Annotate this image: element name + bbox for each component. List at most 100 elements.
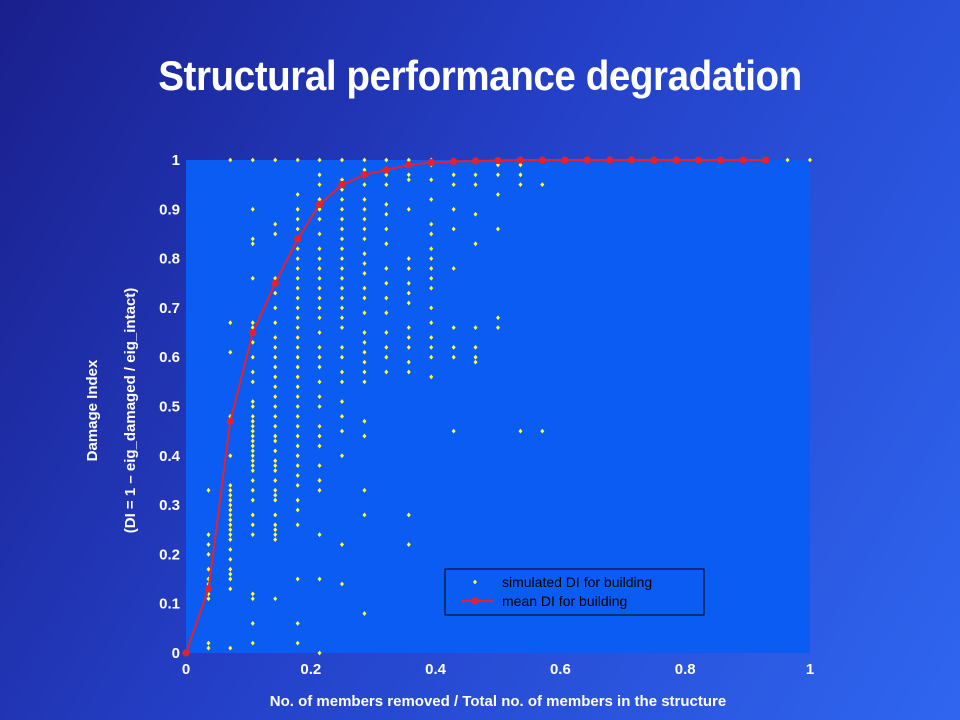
scatter-point — [295, 404, 300, 409]
y-axis-label-line1: Damage Index — [84, 359, 101, 461]
scatter-point — [295, 275, 300, 281]
mean-di-marker — [382, 166, 390, 174]
scatter-point — [406, 280, 411, 286]
scatter-point — [473, 182, 478, 188]
scatter-point — [250, 621, 255, 626]
scatter-point — [228, 349, 233, 355]
scatter-point — [273, 344, 278, 350]
scatter-point — [317, 423, 322, 429]
mean-di-marker — [650, 156, 658, 164]
scatter-point — [206, 596, 211, 602]
scatter-point — [295, 453, 300, 459]
scatter-point — [429, 335, 434, 340]
scatter-point — [406, 542, 411, 547]
mean-di-marker — [516, 156, 525, 164]
scatter-point — [317, 344, 322, 350]
scatter-point — [429, 221, 434, 227]
scatter-point — [317, 216, 322, 222]
scatter-point — [295, 266, 300, 271]
y-axis-label-line2: (DI = 1 – eig_damaged / eig_intact) — [122, 288, 139, 534]
scatter-point — [317, 206, 322, 212]
scatter-point — [273, 497, 278, 503]
scatter-point — [250, 423, 255, 429]
scatter-point — [295, 305, 300, 311]
scatter-point — [250, 497, 255, 503]
mean-di-marker — [338, 181, 346, 189]
scatter-point — [250, 369, 255, 375]
mean-di-marker — [494, 156, 502, 165]
scatter-point — [228, 537, 233, 543]
scatter-point — [295, 354, 300, 360]
scatter-point — [340, 197, 344, 202]
scatter-point — [250, 512, 255, 518]
scatter-point — [340, 369, 344, 375]
scatter-point — [451, 226, 456, 232]
scatter-point — [362, 226, 367, 232]
scatter-point — [406, 369, 411, 375]
scatter-point — [228, 571, 233, 577]
scatter-point — [406, 177, 411, 183]
scatter-point — [273, 423, 278, 429]
scatter-point — [384, 295, 389, 301]
scatter-point — [340, 177, 344, 183]
scatter-point — [273, 433, 278, 439]
scatter-point — [384, 280, 389, 286]
scatter-point — [496, 315, 500, 321]
scatter-point — [273, 290, 278, 296]
scatter-point — [406, 512, 411, 518]
scatter-point — [295, 216, 300, 222]
scatter-point — [228, 487, 233, 493]
scatter-point — [228, 502, 233, 508]
scatter-point — [340, 246, 344, 252]
scatter-point — [250, 418, 255, 424]
scatter-point — [340, 226, 344, 232]
scatter-point — [473, 241, 478, 247]
slide-title: Structural performance degradation — [158, 52, 802, 99]
scatter-point — [228, 482, 233, 488]
scatter-point — [340, 354, 344, 360]
scatter-point — [317, 172, 322, 178]
scatter-point — [429, 305, 434, 311]
scatter-point — [250, 478, 255, 483]
scatter-point — [429, 256, 434, 261]
scatter-point — [250, 340, 255, 345]
scatter-point — [228, 556, 233, 562]
scatter-point — [206, 542, 211, 547]
scatter-point — [295, 285, 300, 291]
scatter-point — [362, 487, 367, 493]
scatter-point — [228, 497, 233, 503]
mean-di-marker — [271, 279, 279, 287]
scatter-point — [273, 404, 278, 409]
scatter-point — [273, 231, 278, 237]
scatter-point — [228, 507, 233, 513]
scatter-point — [250, 453, 255, 459]
scatter-point — [451, 266, 456, 271]
scatter-point — [228, 532, 233, 538]
scatter-point — [273, 537, 278, 543]
scatter-point — [250, 320, 255, 326]
scatter-point — [384, 211, 389, 217]
scatter-point — [250, 275, 255, 281]
scatter-point — [295, 206, 300, 212]
scatter-point — [295, 157, 300, 163]
scatter-point — [273, 275, 278, 281]
scatter-point — [406, 172, 411, 178]
scatter-point — [295, 423, 300, 429]
scatter-point — [206, 532, 211, 538]
mean-di-marker — [450, 157, 458, 166]
scatter-point — [406, 256, 411, 261]
mean-di-marker — [762, 156, 770, 164]
scatter-point — [406, 206, 411, 212]
scatter-point — [451, 354, 456, 360]
scatter-point — [473, 344, 478, 350]
scatter-point — [340, 236, 344, 242]
x-tick-label: 0 — [182, 661, 190, 678]
scatter-point — [317, 478, 322, 483]
scatter-point — [317, 487, 322, 493]
scatter-point — [362, 359, 367, 365]
scatter-point — [540, 428, 545, 434]
scatter-point — [429, 275, 434, 281]
scatter-point — [317, 330, 322, 335]
y-tick-label: 0 — [172, 645, 180, 662]
scatter-point — [518, 428, 523, 434]
